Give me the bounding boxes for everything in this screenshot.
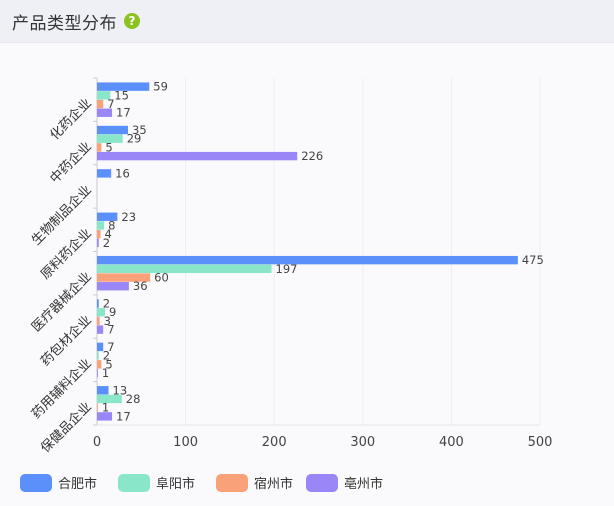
bar[interactable] [97,386,109,395]
data-label: 5 [105,357,112,371]
legend-swatch[interactable] [216,474,248,492]
panel-header: 产品类型分布 ? [0,0,614,43]
data-label: 2 [103,349,110,363]
value-labels: 5915717352952261623842475197603629377251… [102,80,544,424]
data-label: 28 [126,392,141,406]
data-label: 1 [102,366,109,380]
data-label: 1 [102,401,109,415]
grid-lines [185,78,541,425]
data-label: 23 [121,210,136,224]
data-label: 17 [116,409,131,423]
data-label: 36 [133,279,148,293]
bar[interactable] [97,325,104,334]
x-tick-label: 0 [93,435,101,450]
data-label: 17 [116,106,131,120]
legend-label[interactable]: 亳州市 [344,476,383,492]
bar[interactable] [97,342,104,352]
bar[interactable] [97,316,100,326]
data-label: 7 [107,340,114,354]
data-label: 29 [127,132,142,146]
x-tick-labels: 0 100 200 300 400 500 [93,435,553,450]
legend: 合肥市 阜阳市 宿州市 亳州市 [20,474,383,492]
bar[interactable] [97,412,113,421]
bar[interactable] [97,221,105,230]
bar[interactable] [97,264,272,274]
x-tick-label: 500 [528,435,553,450]
bar[interactable] [97,351,99,360]
data-label: 197 [276,262,298,276]
question-circle-icon[interactable]: ? [124,13,140,29]
bar[interactable] [97,229,101,239]
legend-label[interactable]: 阜阳市 [156,476,195,492]
bar[interactable] [97,134,123,143]
data-label: 475 [522,253,544,267]
bar[interactable] [97,238,99,248]
bar[interactable] [97,125,129,135]
bar[interactable] [97,360,102,369]
axes [93,77,540,426]
bar[interactable] [97,91,111,100]
data-label: 16 [115,166,130,180]
data-label: 226 [301,149,323,163]
bar[interactable] [97,143,102,152]
bar[interactable] [97,151,298,161]
data-label: 7 [107,323,114,337]
data-label: 8 [108,218,115,232]
bar[interactable] [97,308,105,317]
legend-label[interactable]: 合肥市 [58,476,97,492]
category-label: 中药企业 [47,139,95,187]
data-label: 5 [105,140,112,154]
bar[interactable] [97,108,113,117]
data-label: 13 [113,383,128,397]
bar[interactable] [97,212,118,221]
x-tick-label: 100 [173,435,198,450]
bar[interactable] [97,82,150,91]
bar[interactable] [97,169,112,178]
data-label: 15 [114,88,129,102]
legend-label[interactable]: 宿州市 [254,476,293,492]
legend-swatch[interactable] [118,474,150,492]
x-tick-label: 400 [439,435,464,450]
category-label: 化药企业 [47,95,95,143]
bar[interactable] [97,282,129,291]
bars [97,82,518,421]
data-label: 9 [109,305,116,319]
legend-swatch[interactable] [306,474,338,492]
x-tick-label: 300 [350,435,375,450]
page-title: 产品类型分布 [12,14,117,34]
x-tick-label: 200 [262,435,287,450]
data-label: 59 [153,80,168,94]
category-labels: 化药企业中药企业生物制品企业原料药企业医疗器械企业药包材企业药用辅料企业保健品企… [28,95,94,456]
bar[interactable] [97,299,99,308]
bar[interactable] [97,255,518,265]
data-label: 3 [104,314,111,328]
legend-swatch[interactable] [20,474,52,492]
bar[interactable] [97,99,104,109]
data-label: 2 [103,297,110,311]
data-label: 4 [105,227,112,241]
bar[interactable] [97,394,122,404]
bar[interactable] [97,403,98,412]
data-label: 7 [107,97,114,111]
data-label: 60 [154,271,169,285]
data-label: 2 [103,236,110,250]
bar[interactable] [97,273,151,282]
data-label: 35 [132,123,147,137]
bar[interactable] [97,368,98,378]
